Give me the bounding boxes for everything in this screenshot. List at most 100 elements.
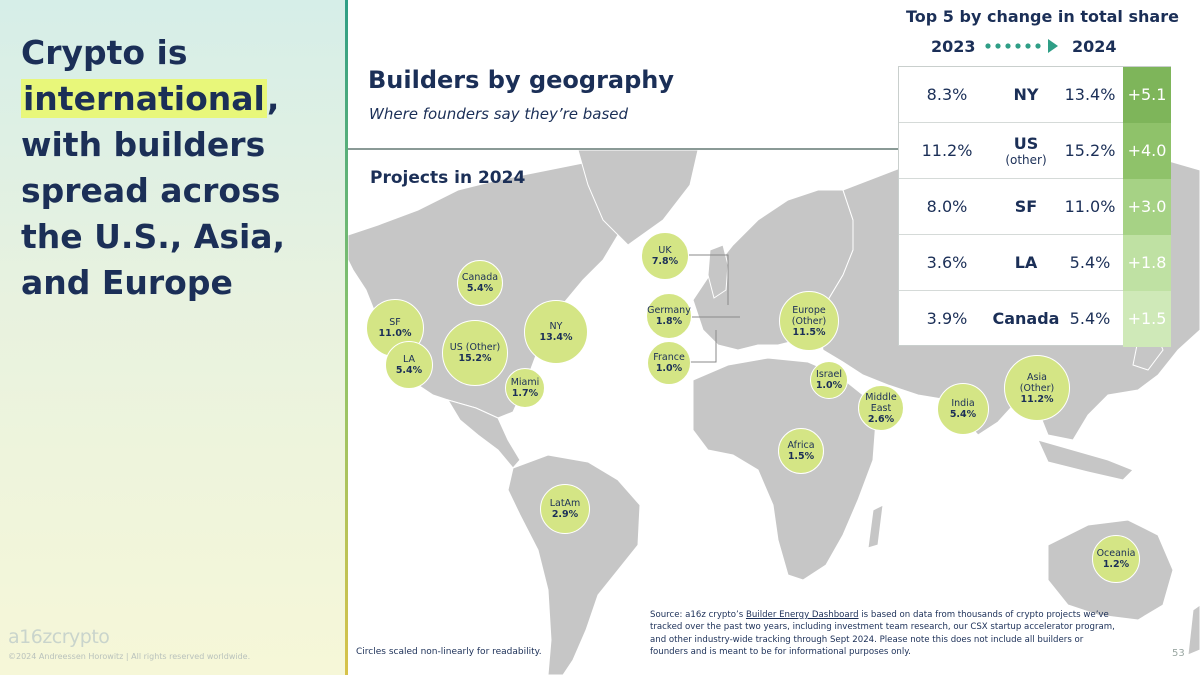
- bubble-region-value: 7.8%: [651, 256, 679, 267]
- cell-location: SF: [991, 179, 1061, 235]
- cell-change: +5.1: [1123, 67, 1171, 123]
- map-bubble: US (Other) 15.2%: [442, 320, 508, 386]
- year-to: 2024: [1072, 37, 1117, 56]
- bubble-region-name: Asia (Other): [1019, 371, 1055, 394]
- map-bubble: Oceania 1.2%: [1092, 535, 1140, 583]
- headline-line1: Crypto is: [21, 33, 188, 72]
- france-leader-line: [688, 330, 717, 363]
- location-name: NY: [1013, 85, 1039, 104]
- bubble-region-name: SF: [389, 317, 401, 328]
- copyright-text: ©2024 Andreessen Horowitz | All rights r…: [8, 652, 251, 661]
- table-row: 8.0% SF 11.0% +3.0: [899, 179, 1171, 235]
- bubble-region-value: 1.0%: [655, 363, 683, 374]
- bubble-region-name: Israel: [816, 369, 842, 380]
- bubble-region-value: 5.4%: [949, 409, 977, 420]
- cell-2024-share: 5.4%: [1069, 253, 1111, 272]
- brand-logo: a16zcrypto: [8, 626, 110, 648]
- scale-note: Circles scaled non-linearly for readabil…: [356, 647, 542, 657]
- cell-location: LA: [991, 235, 1061, 291]
- page-subtitle: Where founders say they’re based: [369, 105, 629, 123]
- map-bubble: UK 7.8%: [641, 232, 689, 280]
- location-name: LA: [1014, 253, 1038, 272]
- bubble-region-name: Middle East: [865, 391, 897, 414]
- cell-2024-share: 11.0%: [1064, 197, 1116, 216]
- location-subtitle: (other): [1005, 153, 1047, 167]
- top5-table: 8.3% NY 13.4% +5.1 11.2% US (other) 15.2% +4.0 8.…: [898, 66, 1171, 347]
- cell-2024-share: 13.4%: [1064, 85, 1116, 104]
- bubble-region-value: 5.4%: [395, 365, 423, 376]
- bubble-region-name: US (Other): [449, 342, 501, 353]
- cell-location: US (other): [991, 123, 1061, 179]
- cell-2024-share: 15.2%: [1064, 141, 1116, 160]
- cell-change: +3.0: [1123, 179, 1171, 235]
- cell-2023-share: 8.0%: [926, 197, 968, 216]
- map-bubble: NY 13.4%: [524, 300, 588, 364]
- map-label: Projects in 2024: [370, 168, 526, 188]
- cell-2023-share: 3.9%: [926, 309, 968, 328]
- location-name: US: [1013, 134, 1039, 153]
- bubble-region-value: 1.2%: [1102, 559, 1130, 570]
- map-bubble: LA 5.4%: [385, 341, 433, 389]
- header-rule: [348, 148, 898, 150]
- cell-2023-share: 8.3%: [926, 85, 968, 104]
- madagascar-shape: [867, 504, 884, 549]
- bubble-region-value: 2.6%: [867, 413, 895, 425]
- year-from: 2023: [931, 37, 976, 56]
- bubble-region-name: Europe (Other): [791, 304, 827, 327]
- bubble-region-name: Africa: [787, 440, 815, 451]
- southeast-asia-shape: [1037, 439, 1134, 481]
- greenland-shape: [577, 150, 699, 246]
- bubble-region-name: LA: [402, 354, 415, 365]
- uk-shape: [707, 244, 729, 299]
- left-panel: Crypto is international, with builders s…: [0, 0, 345, 675]
- cell-2023-share: 3.6%: [926, 253, 968, 272]
- bubble-region-name: India: [951, 398, 975, 409]
- source-note: Source: a16z crypto’s Builder Energy Das…: [650, 609, 1120, 659]
- bubble-region-name: Canada: [461, 272, 499, 283]
- top5-title: Top 5 by change in total share: [906, 7, 1179, 26]
- headline-comma: ,: [266, 79, 280, 118]
- arrow-right-icon: [985, 39, 1058, 53]
- bubble-region-value: 1.5%: [787, 451, 815, 462]
- bubble-region-value: 11.2%: [1020, 393, 1054, 405]
- builder-energy-dashboard-link[interactable]: Builder Energy Dashboard: [745, 610, 859, 620]
- central-america-shape: [446, 399, 521, 469]
- source-prefix: Source: a16z crypto’s: [650, 610, 746, 620]
- bubble-region-name: LatAm: [549, 498, 581, 509]
- bubble-region-value: 1.0%: [815, 380, 843, 391]
- location-name: SF: [1014, 197, 1038, 216]
- uk-leader-line: [688, 254, 729, 305]
- page-number: 53: [1172, 648, 1185, 659]
- bubble-region-name: UK: [658, 245, 672, 256]
- table-row: 11.2% US (other) 15.2% +4.0: [899, 123, 1171, 179]
- cell-change: +1.5: [1123, 291, 1171, 347]
- table-row: 8.3% NY 13.4% +5.1: [899, 67, 1171, 123]
- headline-rest: with builders spread across the U.S., As…: [21, 125, 286, 302]
- location-name: Canada: [992, 309, 1060, 328]
- headline: Crypto is international, with builders s…: [21, 30, 341, 306]
- cell-2024-share: 5.4%: [1069, 309, 1111, 328]
- new-zealand-shape: [1187, 604, 1200, 656]
- map-bubble: Middle East 2.6%: [858, 385, 904, 431]
- cell-location: Canada: [991, 291, 1061, 347]
- map-bubble: Israel 1.0%: [810, 361, 848, 399]
- map-bubble: LatAm 2.9%: [540, 484, 590, 534]
- source-suffix: is based on data from thousands of crypt…: [650, 610, 1115, 658]
- vertical-divider: [345, 0, 348, 675]
- bubble-region-value: 1.8%: [655, 316, 683, 327]
- bubble-region-value: 5.4%: [466, 283, 494, 294]
- bubble-region-value: 11.5%: [792, 326, 826, 338]
- bubble-region-name: NY: [549, 321, 563, 332]
- cell-2023-share: 11.2%: [921, 141, 973, 160]
- bubble-region-name: France: [653, 352, 685, 363]
- headline-highlight: international: [21, 79, 267, 118]
- map-bubble: France 1.0%: [647, 341, 691, 385]
- map-bubble: Canada 5.4%: [457, 260, 503, 306]
- map-bubble: Africa 1.5%: [778, 428, 824, 474]
- table-row: 3.9% Canada 5.4% +1.5: [899, 291, 1171, 347]
- bubble-region-name: Miami: [510, 377, 540, 388]
- map-bubble: India 5.4%: [937, 383, 989, 435]
- map-bubble: Germany 1.8%: [646, 293, 692, 339]
- map-bubble: Miami 1.7%: [505, 368, 545, 408]
- bubble-region-value: 11.0%: [378, 328, 412, 339]
